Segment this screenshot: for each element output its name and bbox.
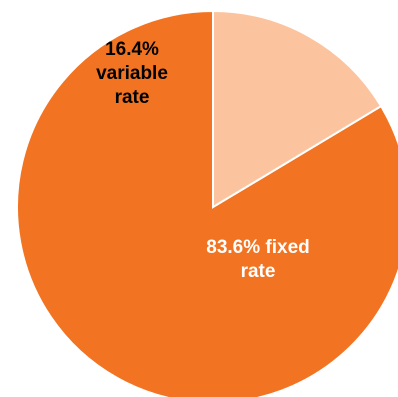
data-label-line: rate (241, 261, 276, 282)
data-label-fixed-rate: 83.6% fixed rate (206, 237, 310, 282)
pie-slice-fixed-rate (16, 9, 398, 397)
data-label-variable-rate: 16.4% variable rate (96, 39, 168, 108)
data-label-line: variable (96, 63, 168, 84)
data-label-line: 16.4% (105, 39, 159, 60)
pie-slice-variable-rate (212, 9, 383, 209)
data-label-line: rate (115, 87, 150, 108)
data-label-line: 83.6% fixed (206, 237, 310, 258)
